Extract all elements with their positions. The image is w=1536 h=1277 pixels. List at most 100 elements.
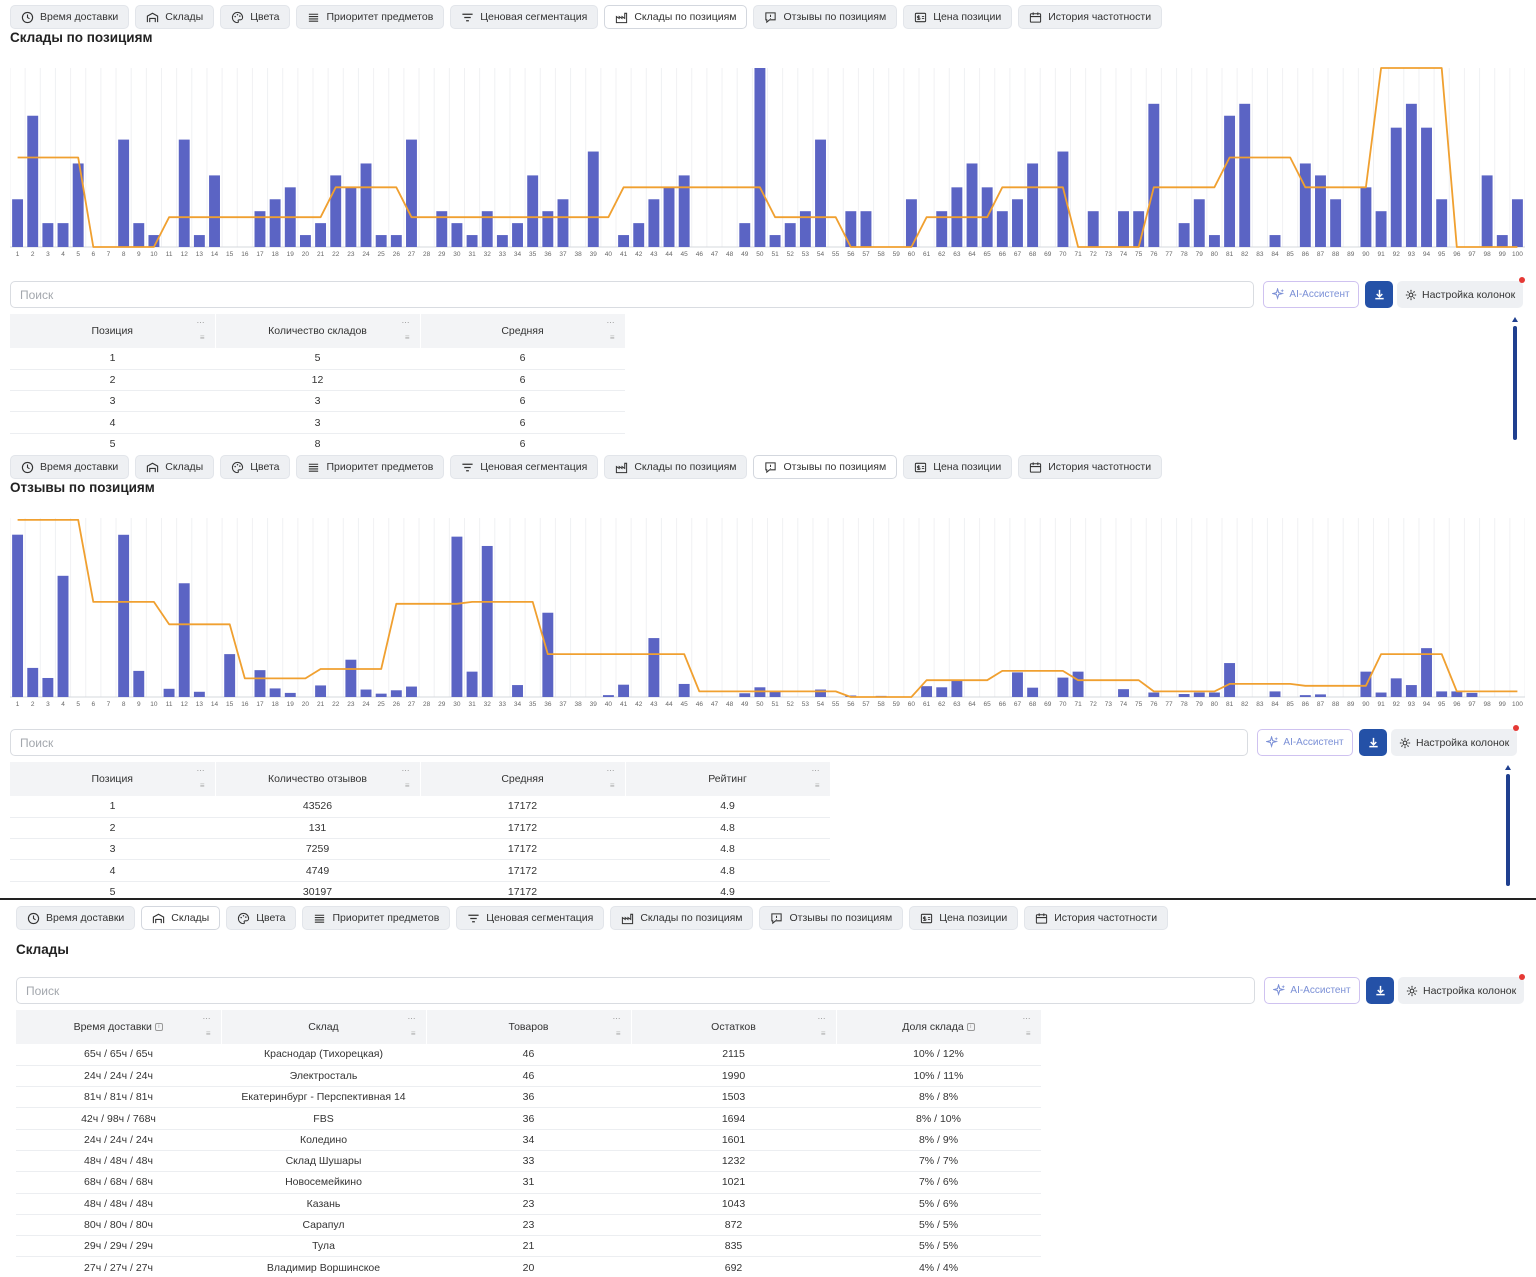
- tab-wh-positions[interactable]: Склады по позициям: [604, 5, 748, 29]
- column-filter-icon[interactable]: ≡: [609, 781, 615, 790]
- scrollbar[interactable]: [1513, 326, 1517, 440]
- bar[interactable]: [1224, 115, 1236, 247]
- bar[interactable]: [360, 163, 372, 247]
- bar[interactable]: [1012, 199, 1023, 247]
- bar[interactable]: [1375, 211, 1387, 247]
- bar[interactable]: [42, 677, 54, 697]
- bar[interactable]: [496, 235, 508, 247]
- bar[interactable]: [42, 223, 54, 247]
- column-menu-icon[interactable]: ⋯: [202, 1014, 211, 1023]
- bar[interactable]: [769, 235, 781, 247]
- column-filter-icon[interactable]: ≡: [814, 781, 820, 790]
- table-row[interactable]: 1 43526 17172 4.9: [10, 796, 830, 818]
- bar[interactable]: [512, 685, 523, 697]
- column-menu-icon[interactable]: ⋯: [606, 766, 615, 775]
- column-header[interactable]: Время доставки i ⋯ ≡: [16, 1010, 222, 1044]
- bar[interactable]: [1118, 689, 1129, 697]
- column-filter-icon[interactable]: ≡: [609, 333, 615, 342]
- tab-priority[interactable]: Приоритет предметов: [296, 455, 445, 479]
- bar[interactable]: [1375, 692, 1387, 697]
- bar[interactable]: [1224, 663, 1236, 697]
- column-menu-icon[interactable]: ⋯: [401, 318, 410, 327]
- ai-assistant-button[interactable]: AI-Ассистент: [1264, 977, 1360, 1004]
- tab-position-price[interactable]: Цена позиции: [903, 455, 1013, 479]
- bar[interactable]: [57, 575, 69, 697]
- column-header[interactable]: Остатков ⋯ ≡: [631, 1010, 837, 1044]
- bar[interactable]: [345, 187, 357, 247]
- column-header[interactable]: Позиция ⋯ ≡: [10, 762, 216, 796]
- column-menu-icon[interactable]: ⋯: [196, 318, 205, 327]
- bar[interactable]: [1360, 187, 1372, 247]
- bar[interactable]: [678, 175, 690, 247]
- tab-price-seg[interactable]: Ценовая сегментация: [450, 455, 599, 479]
- bar[interactable]: [118, 534, 130, 697]
- bar[interactable]: [345, 659, 357, 697]
- bar[interactable]: [284, 692, 296, 697]
- tab-wh-positions[interactable]: Склады по позициям: [610, 906, 754, 930]
- bar[interactable]: [315, 685, 327, 697]
- bar[interactable]: [224, 654, 236, 697]
- bar[interactable]: [618, 684, 630, 697]
- table-row[interactable]: 48ч / 48ч / 48ч Казань 23 1043 5% / 6%: [16, 1193, 1041, 1215]
- tab-price-seg[interactable]: Ценовая сегментация: [456, 906, 605, 930]
- column-filter-icon[interactable]: ≡: [404, 333, 410, 342]
- tab-wh-positions[interactable]: Склады по позициям: [604, 455, 748, 479]
- tab-colors[interactable]: Цвета: [226, 906, 297, 930]
- search-input[interactable]: [10, 729, 1248, 756]
- bar[interactable]: [966, 163, 978, 247]
- bar[interactable]: [754, 68, 766, 247]
- tab-warehouses[interactable]: Склады: [135, 5, 215, 29]
- table-row[interactable]: 81ч / 81ч / 81ч Екатеринбург - Перспектив…: [16, 1086, 1041, 1109]
- column-header[interactable]: Количество отзывов ⋯ ≡: [215, 762, 421, 796]
- bar[interactable]: [148, 235, 160, 247]
- search-input[interactable]: [16, 977, 1255, 1004]
- bar[interactable]: [1269, 235, 1281, 247]
- bar[interactable]: [390, 690, 402, 697]
- bar[interactable]: [1315, 175, 1326, 247]
- bar[interactable]: [163, 688, 175, 697]
- download-button[interactable]: [1365, 281, 1393, 308]
- download-button[interactable]: [1359, 729, 1387, 756]
- column-header[interactable]: Средняя ⋯ ≡: [420, 314, 626, 348]
- bar[interactable]: [1148, 692, 1160, 697]
- bar[interactable]: [406, 686, 417, 697]
- bar[interactable]: [193, 691, 205, 697]
- bar[interactable]: [845, 211, 857, 247]
- bar[interactable]: [451, 536, 463, 697]
- bar[interactable]: [1405, 685, 1417, 697]
- download-button[interactable]: [1366, 977, 1394, 1004]
- search-input[interactable]: [10, 281, 1254, 308]
- bar[interactable]: [1072, 671, 1084, 697]
- bar[interactable]: [1496, 235, 1508, 247]
- bar[interactable]: [375, 235, 387, 247]
- bar[interactable]: [1193, 199, 1205, 247]
- table-row[interactable]: 48ч / 48ч / 48ч Склад Шушары 33 1232 7% / 7%: [16, 1150, 1041, 1173]
- bar[interactable]: [1012, 672, 1023, 697]
- bar[interactable]: [1208, 692, 1220, 697]
- bar[interactable]: [1299, 695, 1311, 697]
- bar[interactable]: [254, 670, 266, 697]
- bar[interactable]: [1148, 103, 1160, 247]
- bar[interactable]: [133, 223, 145, 247]
- bar[interactable]: [299, 235, 311, 247]
- column-filter-icon[interactable]: ≡: [410, 1029, 416, 1038]
- table-row[interactable]: 65ч / 65ч / 65ч Краснодар (Тихорецкая) 46 2…: [16, 1044, 1041, 1066]
- column-header[interactable]: Количество складов ⋯ ≡: [215, 314, 421, 348]
- tab-warehouses[interactable]: Склады: [141, 906, 221, 930]
- bar[interactable]: [633, 223, 645, 247]
- bar[interactable]: [118, 139, 130, 247]
- bar[interactable]: [1208, 235, 1220, 247]
- bar[interactable]: [1421, 127, 1432, 247]
- bar[interactable]: [1027, 687, 1039, 697]
- bar[interactable]: [739, 223, 751, 247]
- bar[interactable]: [269, 688, 281, 697]
- tab-delivery[interactable]: Время доставки: [16, 906, 136, 930]
- bar[interactable]: [1436, 199, 1448, 247]
- column-menu-icon[interactable]: ⋯: [196, 766, 205, 775]
- bar[interactable]: [178, 583, 190, 697]
- bar[interactable]: [769, 691, 781, 697]
- bar[interactable]: [1193, 692, 1205, 697]
- bar[interactable]: [602, 695, 614, 697]
- bar[interactable]: [1451, 691, 1463, 697]
